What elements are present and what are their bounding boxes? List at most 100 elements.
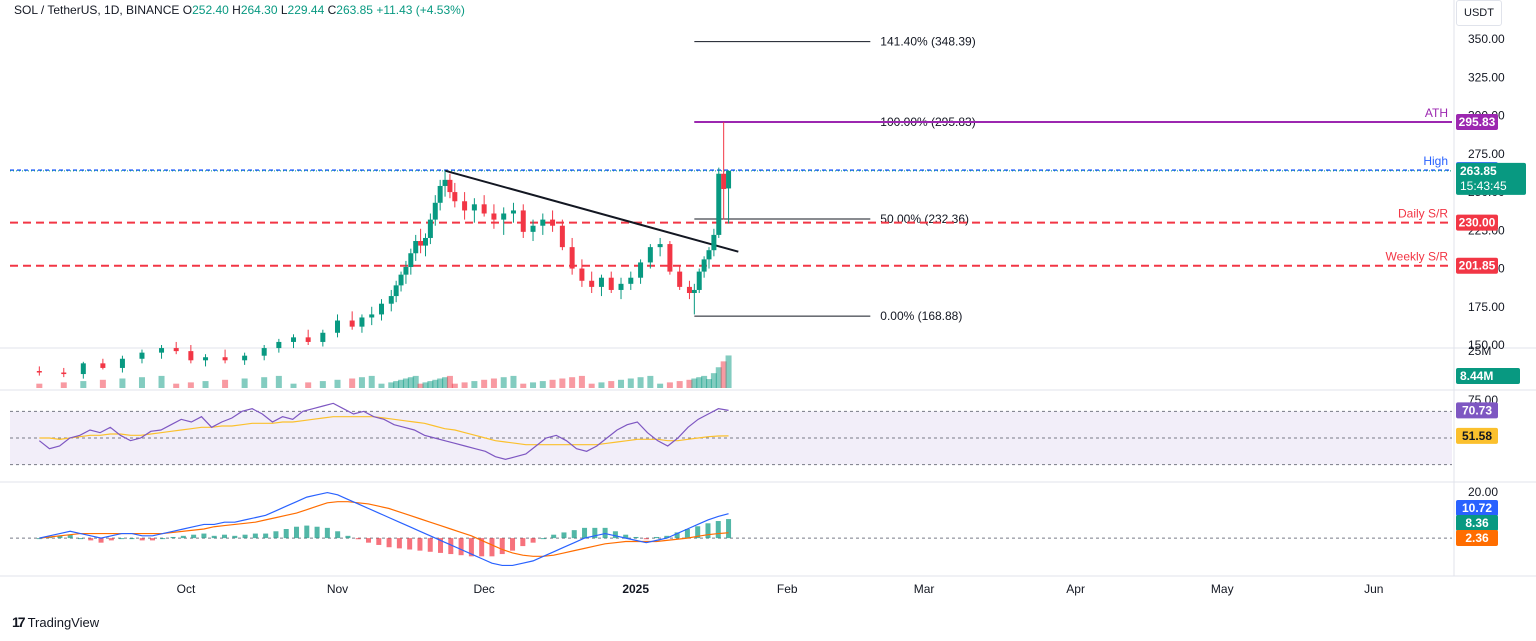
macd-histogram-bar (335, 531, 341, 539)
macd-value-tag (1456, 530, 1498, 546)
volume-bar (442, 377, 449, 388)
volume-bar (471, 381, 478, 388)
candle-body (550, 219, 556, 226)
candle-body (139, 352, 145, 359)
volume-bar (569, 377, 576, 388)
candle-body (540, 219, 546, 226)
candle-body (726, 170, 732, 189)
macd-histogram-bar (664, 535, 670, 539)
macd-histogram-bar (654, 536, 660, 539)
brand-label: TradingView (27, 614, 100, 630)
volume-bar (80, 381, 87, 388)
candle-body (222, 357, 228, 361)
macd-histogram-bar (499, 538, 505, 555)
macd-histogram-bar (448, 538, 454, 555)
volume-bar (398, 379, 405, 388)
candle-body (696, 271, 702, 290)
open-value: 252.40 (192, 3, 229, 17)
symbol-label[interactable]: SOL / TetherUS, 1D, BINANCE (14, 3, 180, 17)
volume-bar (637, 377, 644, 388)
candle-body (335, 320, 341, 333)
volume-bar (657, 383, 664, 388)
macd-line (39, 491, 729, 567)
level-price-tag (1456, 214, 1498, 231)
candle-body (378, 303, 384, 315)
macd-histogram-bar (592, 527, 598, 539)
macd-histogram-bar (160, 538, 166, 540)
candle-body (667, 244, 673, 272)
currency-unit-button[interactable]: USDT (1456, 0, 1502, 26)
candle-body (261, 348, 267, 356)
volume-bar (99, 379, 106, 388)
level-label: ATH (1425, 106, 1448, 120)
time-tick-label: Feb (777, 582, 798, 596)
candle-body (422, 237, 428, 246)
candle-body (80, 363, 86, 375)
candle-body (413, 241, 419, 254)
macd-histogram-bar (510, 538, 516, 551)
volume-value-text: 8.44M (1460, 369, 1493, 383)
macd-histogram-bar (458, 538, 464, 556)
macd-histogram-bar (57, 535, 63, 539)
volume-bar (701, 375, 708, 388)
rsi-value-text: 70.73 (1462, 403, 1492, 417)
macd-histogram-bar (129, 538, 135, 540)
volume-bar (461, 382, 468, 388)
macd-histogram-bar (119, 538, 125, 540)
price-tick-label: 275.00 (1468, 147, 1505, 161)
candle-body (359, 317, 365, 327)
tradingview-logo-icon: 17 (12, 614, 26, 630)
volume-bar (666, 382, 673, 388)
macd-axis-label: 20.00 (1468, 485, 1498, 499)
current-price-text: 263.85 (1460, 164, 1497, 178)
volume-bar (173, 383, 180, 388)
macd-histogram-bar (242, 534, 248, 539)
candle-body (491, 213, 497, 220)
macd-value-tag (1456, 500, 1498, 516)
macd-histogram-bar (489, 538, 495, 557)
macd-histogram-bar (726, 519, 732, 539)
candle-body (203, 357, 209, 361)
candle-body (677, 271, 683, 287)
volume-bar (691, 378, 698, 388)
volume-bar (549, 379, 556, 388)
time-tick-label: May (1211, 582, 1234, 596)
candle-body (579, 268, 585, 281)
volume-bar (676, 381, 683, 388)
macd-histogram-bar (386, 538, 392, 548)
volume-bar (539, 381, 546, 388)
volume-bar (608, 381, 615, 388)
candle-body (432, 202, 438, 220)
level-price-text: 295.83 (1459, 115, 1496, 129)
macd-histogram-bar (232, 535, 238, 539)
volume-bar (305, 382, 312, 388)
fib-level-label: 50.00% (232.36) (880, 212, 969, 226)
candle-body (403, 267, 409, 275)
candle-body (471, 204, 477, 211)
time-tick-label: Apr (1066, 582, 1085, 596)
candle-body (657, 244, 663, 248)
high-value: 264.30 (240, 3, 278, 17)
time-tick-label: 2025 (622, 582, 649, 596)
macd-histogram-bar (252, 533, 258, 539)
volume-bar (481, 379, 488, 388)
volume-bar (432, 379, 439, 388)
candle-body (427, 219, 433, 238)
candle-body (173, 348, 179, 352)
volume-bar (520, 383, 527, 388)
macd-histogram-bar (304, 525, 310, 539)
tradingview-brand[interactable]: 17 TradingView (12, 614, 99, 630)
macd-histogram-bar (530, 538, 536, 543)
candle-body (291, 337, 297, 342)
macd-histogram-bar (345, 535, 351, 539)
candle-body (437, 185, 443, 203)
candle-body (638, 262, 644, 278)
macd-histogram-bar (263, 533, 269, 539)
macd-value-tag (1456, 515, 1498, 531)
volume-bar (578, 375, 585, 388)
macd-histogram-bar (715, 521, 721, 539)
macd-histogram-bar (36, 538, 42, 540)
macd-histogram-bar (438, 538, 444, 553)
macd-histogram-bar (376, 538, 382, 545)
